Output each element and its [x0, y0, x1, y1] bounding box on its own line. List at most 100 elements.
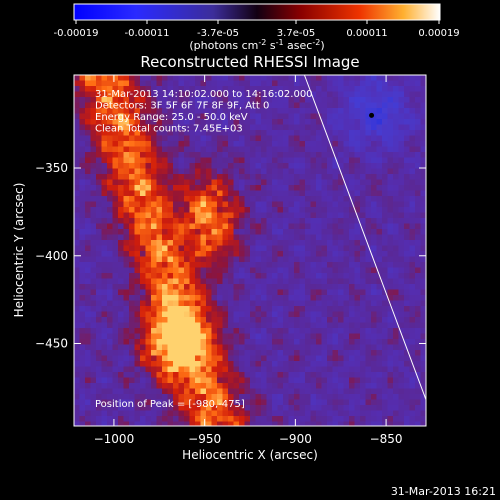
heatmap-cell [305, 377, 311, 384]
heatmap-cell [112, 273, 119, 279]
heatmap-cell [420, 289, 426, 296]
heatmap-cell [365, 333, 372, 340]
heatmap-cell [316, 273, 322, 279]
heatmap-cell [233, 108, 240, 114]
heatmap-cell [195, 256, 201, 263]
heatmap-cell [189, 75, 196, 81]
heatmap-cell [123, 383, 130, 389]
heatmap-cell [371, 322, 377, 329]
heatmap-cell [349, 333, 355, 340]
heatmap-cell [178, 124, 185, 131]
heatmap-cell [288, 333, 295, 340]
heatmap-cell [112, 410, 119, 417]
heatmap-cell [409, 229, 416, 235]
heatmap-cell [360, 245, 366, 252]
heatmap-cell [343, 152, 350, 158]
heatmap-cell [261, 141, 267, 147]
heatmap-cell [145, 416, 152, 422]
heatmap-cell [90, 102, 97, 109]
heatmap-cell [79, 273, 86, 279]
heatmap-cell [365, 135, 372, 142]
heatmap-cell [107, 300, 113, 307]
heatmap-cell [74, 146, 80, 153]
heatmap-cell [222, 135, 229, 142]
heatmap-cell [145, 333, 152, 340]
heatmap-cell [195, 229, 201, 235]
heatmap-cell [156, 278, 163, 285]
heatmap-cell [316, 405, 322, 411]
heatmap-cell [360, 97, 366, 103]
heatmap-cell [167, 207, 174, 213]
heatmap-cell [305, 196, 311, 202]
heatmap-cell [272, 295, 278, 301]
heatmap-cell [162, 201, 168, 208]
heatmap-cell [360, 124, 366, 131]
heatmap-cell [145, 284, 152, 290]
heatmap-cell [112, 152, 119, 158]
heatmap-cell [156, 97, 163, 103]
heatmap-cell [305, 75, 311, 81]
heatmap-cell [184, 256, 190, 263]
heatmap-cell [272, 350, 278, 356]
heatmap-cell [189, 284, 196, 290]
heatmap-cell [112, 278, 119, 285]
heatmap-cell [415, 317, 421, 323]
heatmap-cell [266, 366, 273, 373]
heatmap-cell [415, 130, 421, 136]
heatmap-cell [365, 157, 372, 164]
heatmap-cell [79, 289, 86, 296]
heatmap-cell [354, 86, 361, 92]
heatmap-cell [360, 168, 366, 175]
heatmap-cell [316, 344, 322, 351]
heatmap-cell [376, 256, 383, 263]
heatmap-cell [404, 108, 410, 114]
heatmap-cell [415, 196, 421, 202]
heatmap-cell [305, 113, 311, 120]
heatmap-cell [189, 372, 196, 378]
heatmap-cell [233, 295, 240, 301]
heatmap-cell [420, 372, 426, 378]
heatmap-cell [107, 168, 113, 175]
heatmap-cell [310, 355, 317, 362]
heatmap-cell [195, 339, 201, 345]
heatmap-cell [79, 388, 86, 395]
heatmap-cell [266, 262, 273, 268]
heatmap-cell [85, 108, 91, 114]
heatmap-cell [283, 388, 289, 395]
heatmap-cell [371, 350, 377, 356]
heatmap-cell [151, 146, 157, 153]
heatmap-cell [393, 421, 399, 426]
heatmap-cell [398, 405, 405, 411]
heatmap-cell [233, 251, 240, 257]
heatmap-cell [134, 141, 141, 147]
heatmap-cell [151, 174, 157, 180]
heatmap-cell [310, 234, 317, 241]
heatmap-cell [173, 355, 179, 362]
heatmap-cell [167, 91, 174, 98]
heatmap-cell [184, 383, 190, 389]
heatmap-cell [261, 240, 267, 246]
heatmap-cell [255, 146, 262, 153]
heatmap-cell [371, 416, 377, 422]
heatmap-cell [343, 421, 350, 426]
heatmap-cell [376, 234, 383, 241]
heatmap-cell [134, 256, 141, 263]
heatmap-cell [189, 168, 196, 175]
heatmap-cell [79, 163, 86, 169]
heatmap-cell [283, 174, 289, 180]
heatmap-cell [321, 322, 328, 329]
heatmap-cell [101, 80, 108, 87]
heatmap-cell [118, 174, 124, 180]
heatmap-cell [299, 108, 306, 114]
heatmap-cell [272, 273, 278, 279]
heatmap-cell [393, 157, 399, 164]
heatmap-cell [167, 124, 174, 131]
heatmap-cell [420, 405, 426, 411]
heatmap-cell [79, 174, 86, 180]
heatmap-cell [393, 410, 399, 417]
heatmap-cell [310, 339, 317, 345]
heatmap-cell [404, 196, 410, 202]
heatmap-cell [316, 207, 322, 213]
heatmap-cell [239, 102, 245, 109]
heatmap-cell [156, 174, 163, 180]
